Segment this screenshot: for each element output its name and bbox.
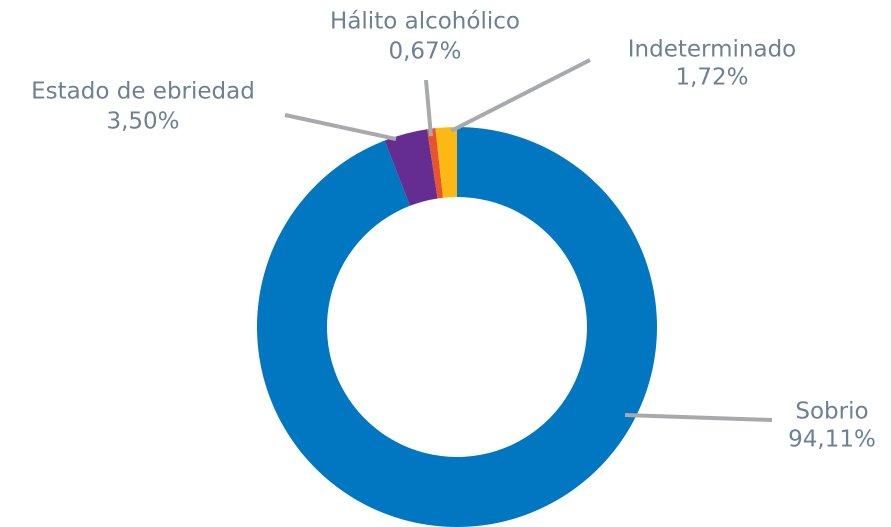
leader-line (284, 113, 397, 141)
slice-value: 94,11% (788, 427, 876, 453)
slice-label: Indeterminado (628, 37, 796, 63)
slice-value: 1,72% (675, 65, 748, 91)
donut-slice (427, 128, 443, 199)
slice-label: Estado de ebriedad (31, 79, 255, 105)
slice-label: Sobrio (795, 399, 868, 425)
donut-slice (256, 127, 657, 527)
donut-slice (435, 127, 457, 198)
slice-label: Hálito alcohólico (330, 9, 520, 35)
donut-slice (384, 129, 438, 206)
leader-line (424, 79, 433, 137)
leader-line (450, 58, 591, 133)
slice-value: 0,67% (388, 39, 461, 65)
leader-line (624, 413, 773, 422)
slice-value: 3,50% (106, 109, 179, 135)
